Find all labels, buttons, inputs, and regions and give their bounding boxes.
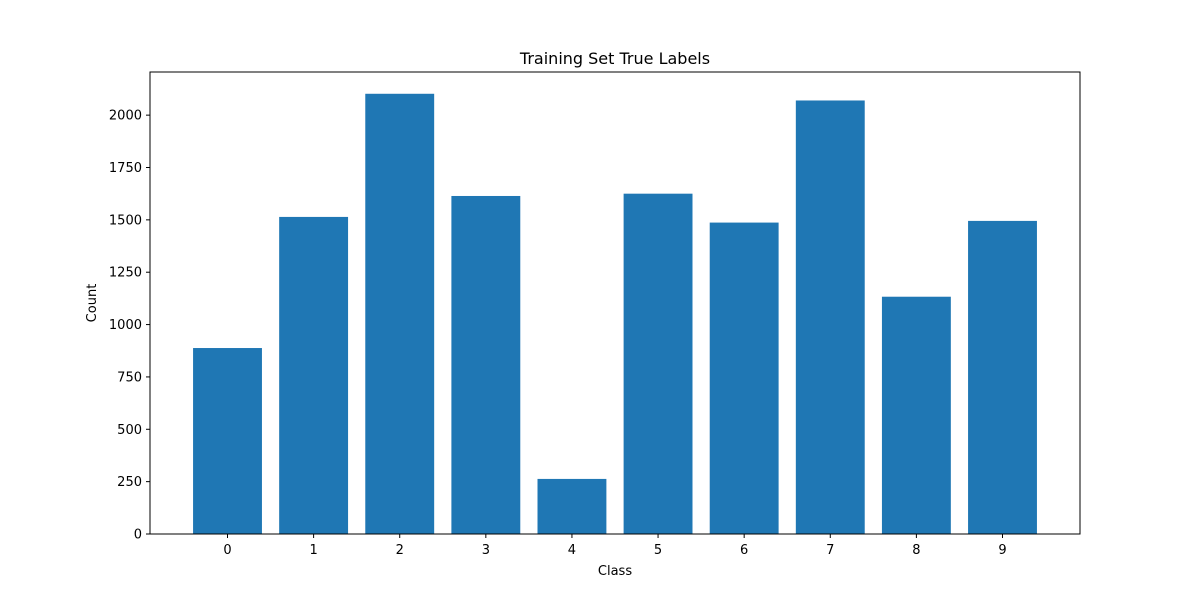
x-tick-label: 4 — [568, 543, 576, 558]
x-tick-label: 0 — [223, 543, 231, 558]
x-tick-label: 7 — [826, 543, 834, 558]
y-tick-label: 500 — [117, 423, 142, 438]
bar-class-4 — [537, 478, 607, 534]
bar-class-2 — [365, 93, 435, 534]
x-tick-label: 5 — [654, 543, 662, 558]
y-tick-label: 0 — [134, 528, 142, 543]
y-axis-label: Count — [85, 284, 100, 323]
chart-title: Training Set True Labels — [519, 49, 710, 68]
x-tick-label: 8 — [912, 543, 920, 558]
y-tick-label: 1250 — [109, 266, 142, 281]
y-axis-ticks: 0 250 500 750 1000 1250 1500 1750 2000 — [109, 109, 150, 543]
y-tick-label: 1500 — [109, 213, 142, 228]
bar-class-6 — [709, 222, 779, 534]
x-tick-label: 2 — [396, 543, 404, 558]
bar-class-8 — [881, 296, 951, 534]
bar-class-3 — [451, 195, 521, 535]
bars-group — [193, 93, 1037, 535]
x-tick-label: 6 — [740, 543, 748, 558]
x-tick-label: 9 — [998, 543, 1006, 558]
y-tick-label: 750 — [117, 370, 142, 385]
bar-class-1 — [279, 216, 349, 535]
bar-class-9 — [968, 220, 1037, 534]
x-axis-ticks: 0 1 2 3 4 5 6 7 8 9 — [223, 534, 1007, 558]
bar-class-7 — [795, 100, 865, 534]
bar-class-5 — [623, 193, 693, 534]
x-tick-label: 1 — [309, 543, 317, 558]
bar-class-0 — [193, 348, 262, 534]
y-tick-label: 2000 — [109, 109, 142, 124]
x-axis-label: Class — [598, 564, 632, 579]
y-tick-label: 250 — [117, 475, 142, 490]
x-tick-label: 3 — [482, 543, 490, 558]
y-tick-label: 1750 — [109, 161, 142, 176]
y-tick-label: 1000 — [109, 318, 142, 333]
plot-frame — [149, 71, 1081, 535]
